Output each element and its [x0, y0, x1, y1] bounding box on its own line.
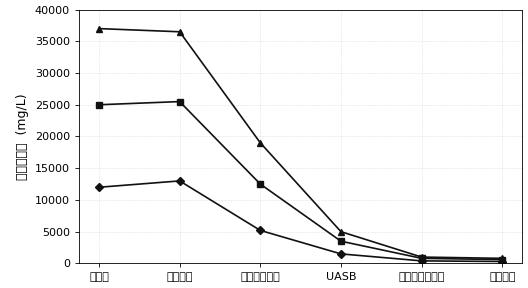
- Y-axis label: 化学耗氧量  (mg/L): 化学耗氧量 (mg/L): [16, 93, 29, 180]
